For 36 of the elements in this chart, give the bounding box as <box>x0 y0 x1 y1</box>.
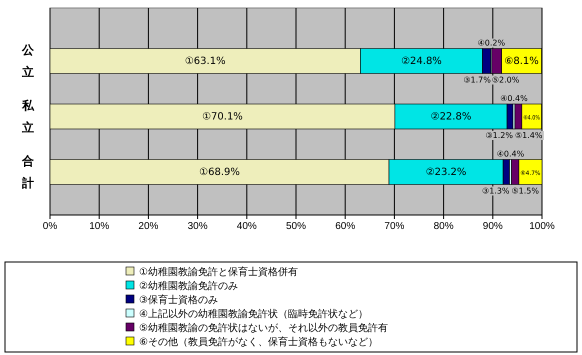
x-tick-label: 100% <box>529 221 555 232</box>
x-tick-label: 40% <box>236 221 257 232</box>
data-label: ②24.8% <box>401 56 442 68</box>
legend-label: ⑥その他（教員免許がなく、保育士資格もないなど） <box>139 336 378 348</box>
data-label: ⑥8.1% <box>504 56 539 68</box>
data-label: ④0.4% <box>496 150 525 159</box>
x-tick-label: 90% <box>482 221 503 232</box>
data-label: ②22.8% <box>430 112 472 122</box>
y-tick-label: 公立 <box>21 43 35 80</box>
data-label: ④0.4% <box>500 94 528 104</box>
data-label: ③1.3% <box>482 186 510 196</box>
x-tick-label: 10% <box>89 221 110 232</box>
x-tick-label: 0% <box>42 221 58 232</box>
x-tick-label: 80% <box>434 221 454 232</box>
x-tick-label: 60% <box>335 221 356 232</box>
data-label: ④0.2% <box>478 38 506 48</box>
legend-label: ③保育士資格のみ <box>139 294 218 306</box>
data-label: ②23.2% <box>426 166 466 178</box>
data-label: ⑤1.4% <box>514 130 543 140</box>
data-label: ⑤1.5% <box>511 186 540 196</box>
y-tick-label: 合計 <box>21 154 35 190</box>
data-label: ⑤2.0% <box>492 75 520 84</box>
legend-label: ⑤幼稚園教諭の免許状はないが、それ以外の教員免許有 <box>139 322 388 334</box>
data-label: ③1.2% <box>485 130 514 140</box>
data-label: ③1.7% <box>463 75 492 84</box>
x-tick-label: 70% <box>384 221 405 232</box>
x-tick-label: 20% <box>138 221 159 232</box>
x-tick-label: 30% <box>188 221 208 232</box>
legend-label: ①幼稚園教諭免許と保育士資格併有 <box>139 266 298 278</box>
legend-label: ②幼稚園教諭免許のみ <box>139 280 238 292</box>
y-tick-label: 私立 <box>21 98 35 134</box>
data-label: ①68.9% <box>199 166 240 178</box>
legend-label: ④上記以外の幼稚園教諭免許状（臨時免許状など） <box>139 308 368 320</box>
data-label: ①63.1% <box>184 56 226 68</box>
x-tick-label: 50% <box>286 221 306 232</box>
data-label: ①70.1% <box>202 112 243 122</box>
